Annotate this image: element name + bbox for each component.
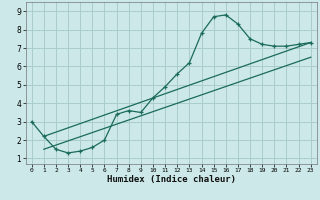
X-axis label: Humidex (Indice chaleur): Humidex (Indice chaleur) (107, 175, 236, 184)
